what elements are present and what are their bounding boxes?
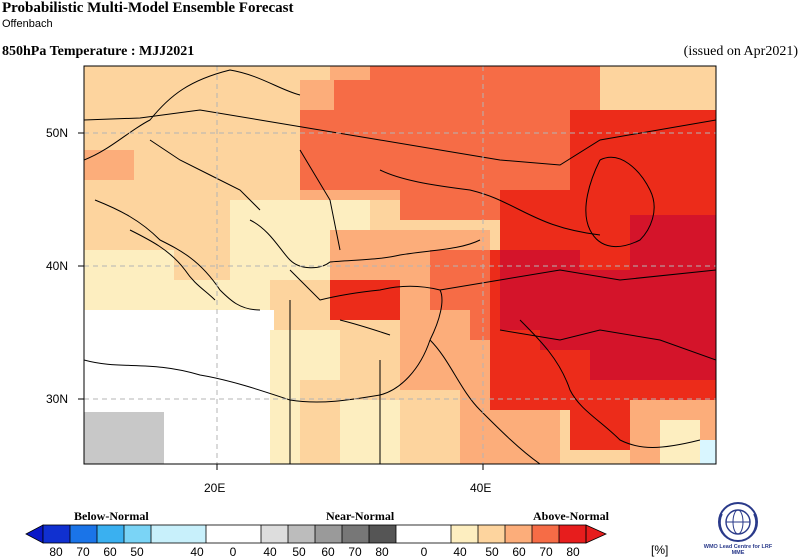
legend-above-40 bbox=[451, 525, 478, 543]
cell-north-west bbox=[84, 66, 334, 116]
legend-category-near: Near-Normal bbox=[326, 509, 395, 523]
legend-tick: 70 bbox=[539, 545, 553, 559]
cell-east-deep bbox=[630, 215, 716, 275]
legend-category-below: Below-Normal bbox=[74, 509, 149, 523]
axis-ticks bbox=[78, 132, 484, 470]
legend-tick: 70 bbox=[76, 545, 90, 559]
legend-above-70 bbox=[532, 525, 559, 543]
legend-tick: 80 bbox=[375, 545, 389, 559]
legend-tick: 80 bbox=[49, 545, 63, 559]
legend-arrow-right bbox=[585, 524, 607, 544]
legend-tick: 60 bbox=[103, 545, 117, 559]
lat-label-40n: 40N bbox=[46, 259, 69, 273]
cell-below-blue bbox=[700, 440, 716, 464]
legend-near-80 bbox=[369, 525, 396, 543]
legend-above-80 bbox=[559, 525, 586, 543]
legend-near-40 bbox=[261, 525, 288, 543]
map-frame bbox=[83, 65, 717, 465]
legend-tick: 0 bbox=[229, 545, 237, 559]
cell-turkey-red bbox=[330, 280, 400, 320]
cell-west-edge bbox=[84, 150, 134, 180]
legend-unit: [%] bbox=[651, 543, 669, 557]
cell-gulf-red2 bbox=[540, 350, 590, 390]
lat-label-30n: 30N bbox=[46, 392, 69, 406]
legend-colorbar bbox=[25, 524, 607, 544]
legend-white bbox=[206, 525, 261, 543]
cell-below-grey bbox=[84, 412, 164, 464]
legend-tick: 40 bbox=[453, 545, 467, 559]
legend-tick: 40 bbox=[190, 545, 204, 559]
legend-tick: 0 bbox=[420, 545, 428, 559]
legend-near-70 bbox=[342, 525, 369, 543]
legend-near-60 bbox=[315, 525, 342, 543]
lat-label-50n: 50N bbox=[46, 126, 69, 140]
legend-tick: 70 bbox=[348, 545, 362, 559]
cell-levant bbox=[400, 310, 470, 390]
legend-tick: 50 bbox=[292, 545, 306, 559]
legend-below-80 bbox=[43, 525, 70, 543]
legend-arrow-left bbox=[25, 524, 44, 544]
cell-mediterranean-light bbox=[84, 250, 174, 310]
cell-gulf-red bbox=[570, 380, 630, 450]
legend-white-2 bbox=[396, 525, 451, 543]
issued-date: (issued on Apr2021) bbox=[683, 44, 798, 59]
legend-below-40 bbox=[151, 525, 206, 543]
legend-tick: 50 bbox=[130, 545, 144, 559]
page-subtitle: Offenbach bbox=[2, 18, 53, 30]
legend-below-70 bbox=[70, 525, 97, 543]
legend-category-above: Above-Normal bbox=[533, 509, 609, 523]
legend-tick: 60 bbox=[321, 545, 335, 559]
legend-above-60 bbox=[505, 525, 532, 543]
wmo-emblem-icon bbox=[718, 502, 758, 542]
lon-label-40e: 40E bbox=[470, 481, 492, 495]
cell-arabian-sea bbox=[660, 420, 700, 464]
lon-label-20e: 20E bbox=[204, 481, 226, 495]
legend-tick: 60 bbox=[512, 545, 526, 559]
legend-near-50 bbox=[288, 525, 315, 543]
graticule bbox=[84, 66, 716, 464]
legend-tick: 40 bbox=[263, 545, 277, 559]
legend-below-60 bbox=[97, 525, 124, 543]
variable-title: 850hPa Temperature : MJJ2021 bbox=[2, 44, 195, 59]
legend-tick: 50 bbox=[485, 545, 499, 559]
legend-below-50 bbox=[124, 525, 151, 543]
cell-redsea-light bbox=[340, 400, 400, 464]
legend-tick: 80 bbox=[566, 545, 580, 559]
probability-grid bbox=[84, 66, 716, 464]
cell-caucasus-red bbox=[500, 190, 590, 260]
wmo-logo-caption: WMO Lead Centre for LRF MME bbox=[703, 544, 773, 556]
coastlines bbox=[84, 69, 716, 464]
page-title: Probabilistic Multi-Model Ensemble Forec… bbox=[2, 0, 294, 16]
legend-above-50 bbox=[478, 525, 505, 543]
